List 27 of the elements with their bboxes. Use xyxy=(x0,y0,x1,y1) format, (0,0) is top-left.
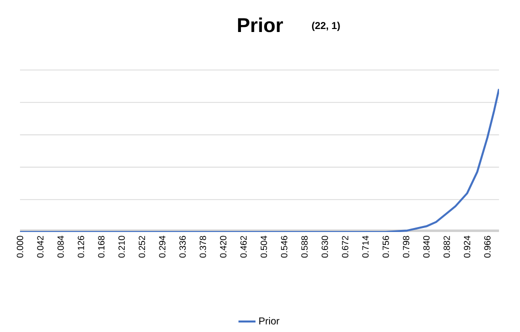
x-tick-label: 0.000 xyxy=(16,236,24,258)
chart-subtitle: (22, 1) xyxy=(312,22,340,32)
x-tick-label: 0.630 xyxy=(322,236,328,258)
x-tick-label: 0.546 xyxy=(280,236,288,258)
x-tick-label: 0.504 xyxy=(260,236,268,258)
x-tick-label: 0.798 xyxy=(402,236,410,258)
x-tick-label: 0.294 xyxy=(159,236,166,258)
x-tick-label: 0.126 xyxy=(78,236,84,258)
x-tick-label: 0.462 xyxy=(240,236,247,258)
x-tick-label: 0.756 xyxy=(382,236,389,258)
x-tick-label: 0.084 xyxy=(57,236,64,258)
x-tick-label: 0.168 xyxy=(98,236,104,258)
x-tick-label: 0.252 xyxy=(138,236,146,258)
x-tick-label: 0.336 xyxy=(179,236,186,258)
x-tick-label: 0.210 xyxy=(118,236,125,258)
x-tick-label: 0.882 xyxy=(444,236,450,258)
chart-title: Prior xyxy=(238,18,283,32)
x-tick-label: 0.378 xyxy=(200,236,206,258)
x-tick-label: 0.714 xyxy=(362,236,369,258)
x-tick-label: 0.924 xyxy=(464,236,470,258)
x-tick-label: 0.420 xyxy=(220,236,226,258)
x-tick-label: 0.672 xyxy=(342,236,348,258)
x-tick-label: 0.042 xyxy=(37,236,44,258)
x-tick-label: 0.840 xyxy=(423,236,430,258)
x-tick-label: 0.588 xyxy=(301,236,308,258)
legend-label: Prior xyxy=(259,317,280,324)
x-tick-label: 0.966 xyxy=(484,236,491,258)
